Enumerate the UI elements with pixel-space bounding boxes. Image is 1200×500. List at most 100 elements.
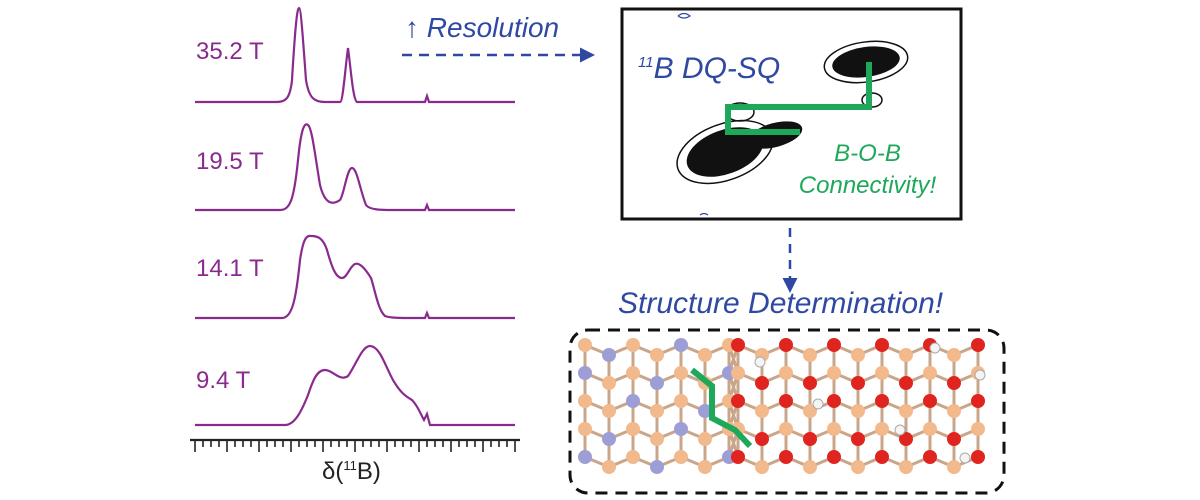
lattice-atom (578, 422, 592, 436)
lattice-atom (947, 376, 961, 390)
lattice-atom (779, 366, 793, 380)
lattice-atom (851, 376, 865, 390)
lattice-atom (812, 398, 824, 410)
lattice-atom (602, 404, 616, 418)
connectivity-label: B-O-B Connectivity! (780, 138, 955, 202)
lattice-atom (779, 394, 793, 408)
lattice-atom (754, 356, 766, 368)
lattice-atom (971, 394, 985, 408)
bob-highlight-bond (690, 367, 753, 449)
lattice-atom (803, 460, 817, 474)
lattice-atom (755, 432, 769, 446)
lattice-atom (779, 422, 793, 436)
lattice-atom (674, 366, 688, 380)
lattice-atom (626, 338, 640, 352)
lattice-atom (875, 394, 889, 408)
lattice-atom (626, 366, 640, 380)
lattice-atom (650, 376, 664, 390)
spectrum-19-5T (195, 123, 515, 212)
lattice-atom (674, 422, 688, 436)
ppm-axis-ticks (194, 440, 516, 452)
lattice-atom (650, 404, 664, 418)
dqsq-title: 11B DQ-SQ (638, 52, 780, 86)
lattice-atom (755, 404, 769, 418)
lattice-atom (899, 432, 913, 446)
lattice-atom (602, 460, 616, 474)
lattice-atom (971, 338, 985, 352)
lattice-atom (947, 432, 961, 446)
lattice-atom (827, 450, 841, 464)
structure-title: Structure Determination! (618, 287, 944, 320)
lattice-atom (803, 376, 817, 390)
lattice-atom (674, 450, 688, 464)
spectrum-35-2T (195, 6, 515, 104)
structure-box (568, 328, 1006, 495)
nmr-spectra (190, 6, 520, 452)
lattice-atom (578, 338, 592, 352)
lattice-atom (731, 450, 745, 464)
lattice-atom (947, 460, 961, 474)
dqsq-spectrum-box (620, 7, 963, 221)
lattice-atom (626, 394, 640, 408)
lattice-atom (827, 422, 841, 436)
lattice-atom (626, 422, 640, 436)
lattice-atom (851, 348, 865, 362)
axis-label-suffix: B) (356, 458, 381, 485)
lattice-atom (947, 404, 961, 418)
spectrum-9-4T (195, 344, 515, 427)
lattice-atom (971, 450, 985, 464)
spectrum-14-1T (195, 234, 515, 320)
lattice-atom (875, 422, 889, 436)
resolution-label: ↑ Resolution (405, 12, 560, 43)
dqsq-title-sup: 11 (638, 54, 654, 71)
lattice-atom (755, 460, 769, 474)
lattice-atom (578, 394, 592, 408)
lattice-atom (803, 432, 817, 446)
lattice-atom (923, 450, 937, 464)
lattice-atom (851, 460, 865, 474)
lattice-atom (578, 450, 592, 464)
lattice-atom (899, 348, 913, 362)
lattice-atom (731, 338, 745, 352)
lattice-atom (650, 460, 664, 474)
lattice-atom (899, 376, 913, 390)
lattice-atom (899, 404, 913, 418)
lattice-atom (959, 452, 971, 464)
field-label-19-5T: 19.5 T (196, 148, 264, 175)
lattice-atom (698, 460, 712, 474)
lattice-atom (923, 394, 937, 408)
lattice-atom (731, 394, 745, 408)
lattice-atom (894, 424, 906, 436)
lattice-atom (923, 366, 937, 380)
lattice-atom (875, 338, 889, 352)
lattice-atom (875, 450, 889, 464)
lattice-atom (974, 369, 986, 381)
lattice-atom (851, 404, 865, 418)
lattice-atom (626, 450, 640, 464)
contour-noise (677, 12, 709, 216)
lattice-atom (698, 404, 712, 418)
axis-label: δ(11B) (322, 458, 381, 486)
axis-label-sup: 11 (343, 458, 357, 473)
lattice-atom (923, 422, 937, 436)
lattice-atom (851, 432, 865, 446)
lattice-atom (698, 432, 712, 446)
lattice-atom (827, 338, 841, 352)
lattice-atom (779, 450, 793, 464)
lattice-atom (755, 376, 769, 390)
axis-label-prefix: δ( (322, 458, 344, 485)
lattice-atom (602, 376, 616, 390)
lattice-atom (698, 348, 712, 362)
dqsq-title-text: B DQ-SQ (653, 52, 781, 85)
connectivity-line-1: B-O-B (834, 140, 901, 167)
lattice-atom (899, 460, 913, 474)
lattice-atom (674, 338, 688, 352)
lattice-atom (731, 366, 745, 380)
lattice-atom (602, 348, 616, 362)
lattice-atom (947, 348, 961, 362)
lattice-atom (827, 366, 841, 380)
lattice-atom (929, 342, 941, 354)
bob-connectivity-path (725, 62, 872, 135)
lattice-atom (779, 338, 793, 352)
